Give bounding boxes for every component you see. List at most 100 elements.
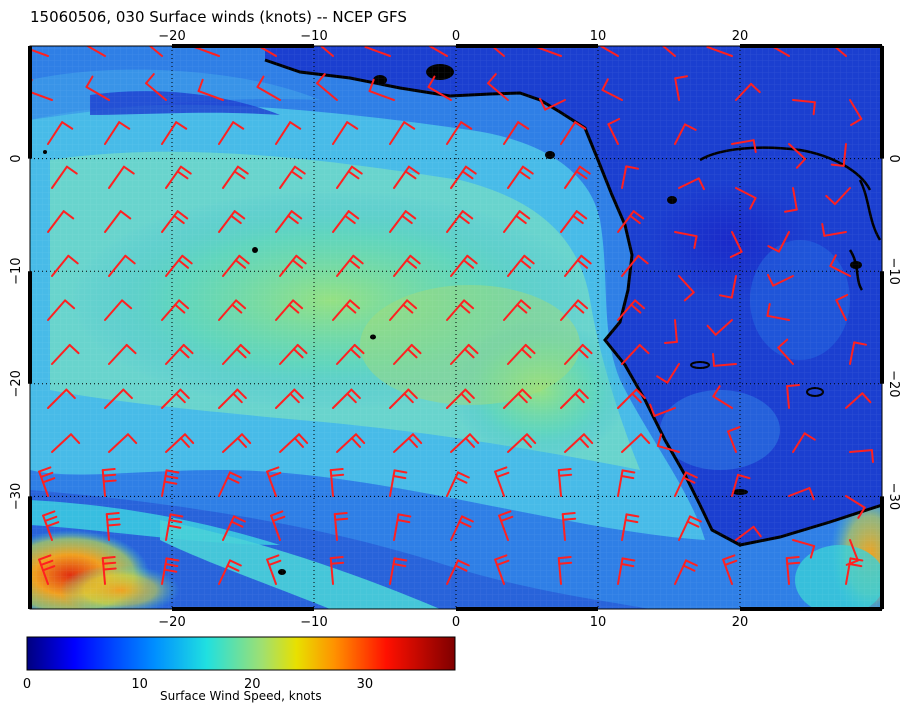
wind-barb [719, 275, 737, 299]
wind-barb [279, 165, 306, 189]
wind-barb [85, 75, 110, 101]
wind-barb [165, 513, 184, 541]
wind-barb [161, 121, 188, 145]
wind-barb [735, 525, 762, 541]
wind-barb [161, 557, 180, 585]
wind-barb [446, 299, 475, 321]
wind-barb [104, 210, 132, 233]
wind-barb [256, 46, 277, 57]
wind-barb [161, 299, 190, 321]
wind-barb [393, 254, 421, 277]
wind-barb [712, 352, 737, 367]
wind-barb [393, 513, 412, 541]
wind-barb [165, 343, 194, 365]
colorbar-title: Surface Wind Speed, knots [160, 689, 322, 703]
wind-barb [601, 78, 623, 101]
lon-tick-label: 0 [452, 615, 460, 630]
wind-barb [38, 554, 56, 585]
wind-barb [222, 254, 250, 277]
wind-barb [663, 319, 678, 344]
lat-tick-label: −30 [9, 483, 24, 510]
wind-barb [101, 556, 117, 585]
wind-barb [108, 254, 136, 277]
wind-barb [222, 343, 251, 365]
wind-barb [108, 343, 137, 365]
wind-barb [446, 210, 474, 233]
wind-barb [617, 469, 636, 497]
wind-barb [332, 121, 359, 145]
wind-barb [218, 471, 242, 497]
wind-barb [218, 121, 245, 145]
wind-barb [617, 299, 646, 321]
wind-barb [678, 177, 706, 191]
wind-barb [450, 433, 480, 453]
colorbar-tick-label: 10 [131, 677, 148, 692]
wind-barb [165, 254, 193, 277]
wind-barb [766, 303, 790, 321]
wind-barb [735, 187, 757, 210]
map-field [30, 46, 882, 609]
wind-barb [503, 388, 532, 409]
wind-barb [108, 433, 138, 453]
wind-barb [218, 388, 247, 409]
wind-barb [767, 231, 790, 253]
wind-barb [598, 46, 619, 57]
wind-barb [674, 123, 697, 145]
wind-barb [165, 433, 195, 453]
wind-barb [792, 99, 816, 116]
wind-barb [329, 556, 345, 585]
wind-barb [161, 469, 180, 497]
wind-barb [85, 46, 106, 57]
wind-barb [47, 388, 76, 409]
wind-barb [279, 254, 307, 277]
wind-barb [393, 343, 422, 365]
wind-barb [30, 48, 49, 57]
wind-barb [104, 388, 133, 409]
wind-barb [275, 388, 304, 409]
wind-barb [560, 299, 589, 321]
wind-barb [105, 512, 121, 541]
colorbar-tick-label: 0 [23, 677, 31, 692]
lon-tick-label: 20 [732, 29, 749, 44]
wind-barb [849, 99, 863, 127]
wind-barb [621, 254, 649, 277]
wind-barb [830, 143, 847, 167]
wind-barb [329, 468, 345, 497]
wind-barb [560, 388, 589, 409]
wind-barb [51, 165, 78, 189]
wind-barb [617, 557, 636, 585]
wind-barb [389, 210, 417, 233]
wind-barb [564, 433, 594, 453]
wind-barb [777, 338, 794, 365]
lat-tick-label: −20 [9, 370, 24, 397]
wind-barb [104, 121, 131, 145]
wind-barb [557, 556, 573, 585]
wind-barb [845, 557, 864, 585]
wind-barb [674, 231, 698, 249]
wind-barb [503, 299, 532, 321]
wind-barb [446, 471, 470, 497]
wind-barb [621, 513, 640, 541]
wind-barb [678, 515, 702, 541]
wind-barb [706, 319, 733, 336]
wind-barb [319, 46, 334, 57]
colorbar [26, 636, 456, 671]
wind-barb [193, 46, 220, 57]
wind-barb [101, 468, 117, 497]
wind-barb [507, 343, 536, 365]
wind-barb [503, 210, 531, 233]
wind-barb [674, 559, 698, 585]
wind-barb [336, 165, 363, 189]
wind-barb [222, 433, 252, 453]
wind-barb [389, 121, 416, 145]
wind-barb [706, 46, 733, 57]
lon-tick-label: −20 [158, 29, 185, 44]
wind-barb [507, 254, 535, 277]
wind-barb [279, 343, 308, 365]
wind-barb [621, 433, 651, 453]
wind-barb [47, 299, 76, 321]
lon-tick-label: −10 [300, 615, 327, 630]
wind-barb [148, 46, 163, 57]
wind-barb [266, 466, 282, 497]
lon-tick-label: −10 [300, 29, 327, 44]
